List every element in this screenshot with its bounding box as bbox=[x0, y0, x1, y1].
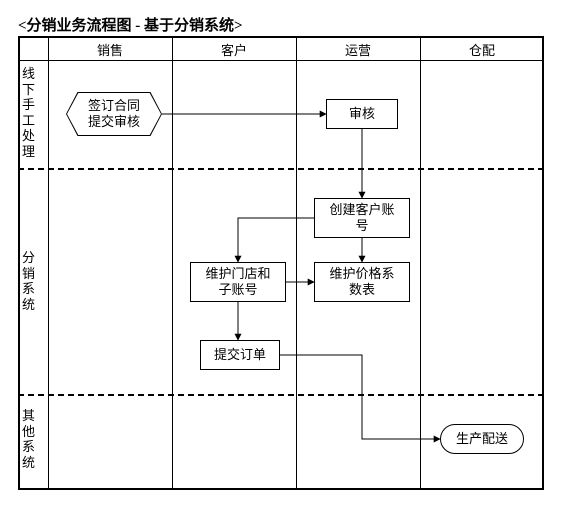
row-divider bbox=[18, 168, 544, 170]
node-submit_order: 提交订单 bbox=[200, 340, 280, 370]
column-divider bbox=[296, 36, 297, 490]
node-create_account: 创建客户账号 bbox=[314, 198, 410, 238]
row-divider bbox=[18, 394, 544, 396]
row-label: 线下手工处理 bbox=[22, 66, 35, 160]
node-production_delivery: 生产配送 bbox=[440, 424, 524, 454]
row-label: 其他系统 bbox=[22, 408, 35, 470]
column-header: 销售 bbox=[48, 40, 172, 59]
column-divider bbox=[420, 36, 421, 490]
column-header: 运营 bbox=[296, 40, 420, 59]
column-header: 仓配 bbox=[420, 40, 544, 59]
node-maintain_store: 维护门店和子账号 bbox=[190, 262, 286, 302]
diagram-title: <分销业务流程图 - 基于分销系统> bbox=[18, 14, 243, 35]
row-label: 分销系统 bbox=[22, 250, 35, 312]
node-sign_contract: 签订合同提交审核 bbox=[66, 92, 162, 136]
node-review: 审核 bbox=[326, 99, 398, 129]
column-divider bbox=[172, 36, 173, 490]
header-underline bbox=[18, 60, 544, 61]
flowchart-canvas: <分销业务流程图 - 基于分销系统> 销售客户运营仓配 线下手工处理分销系统其他… bbox=[0, 0, 565, 512]
column-header: 客户 bbox=[172, 40, 296, 59]
row-label-divider bbox=[48, 36, 49, 490]
node-maintain_price: 维护价格系数表 bbox=[314, 262, 410, 302]
